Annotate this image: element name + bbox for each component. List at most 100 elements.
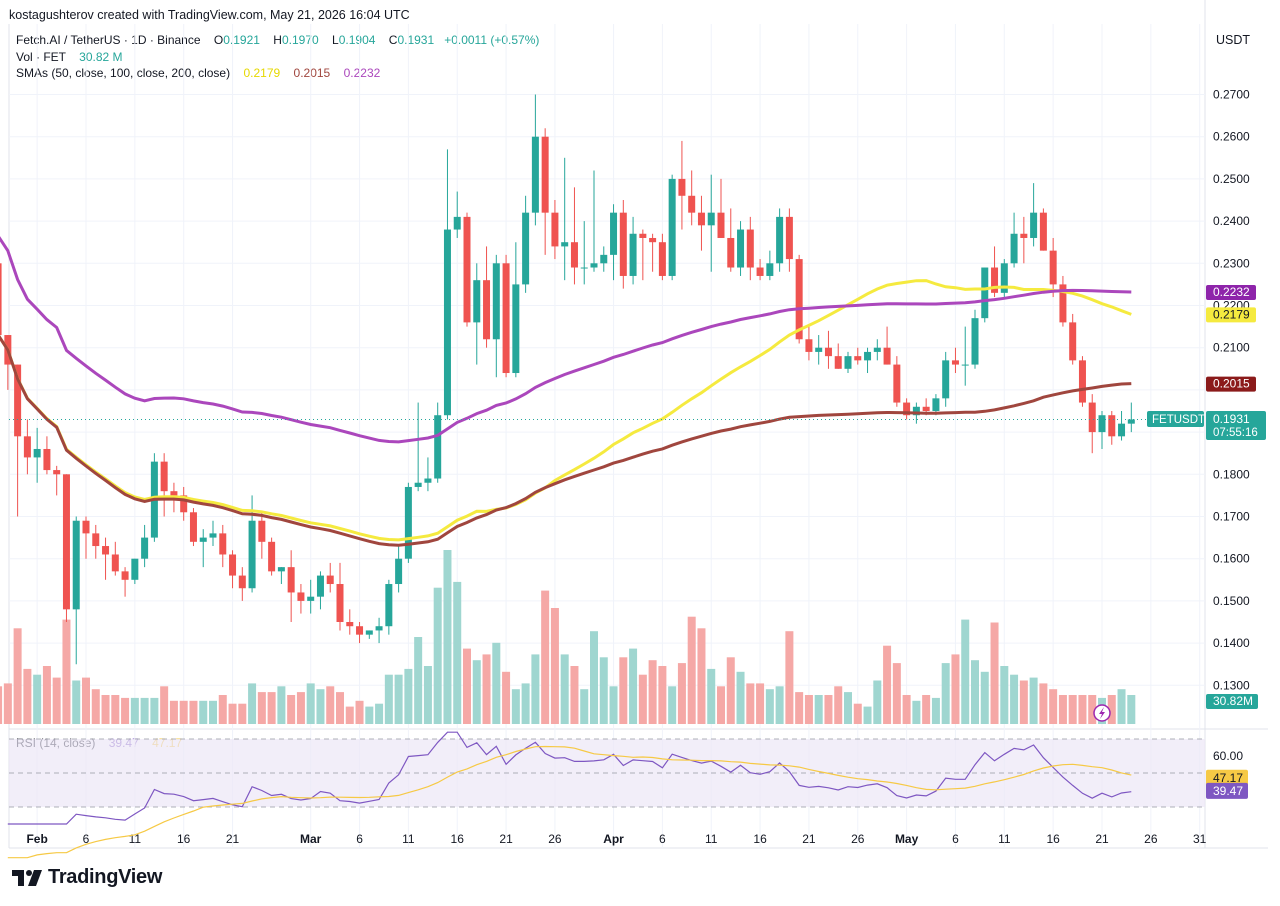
- volume-bar: [169, 700, 178, 724]
- volume-bar: [814, 695, 823, 724]
- rsi-tick-label: 60.00: [1213, 749, 1243, 763]
- volume-bar: [306, 683, 315, 724]
- candle-body: [141, 537, 149, 559]
- candle-body: [316, 575, 324, 597]
- sma200-tag: [1206, 284, 1256, 300]
- time-tick-label: 21: [226, 832, 240, 846]
- candle-body: [629, 233, 637, 276]
- volume-bar: [326, 686, 335, 724]
- volume-bar: [971, 660, 979, 724]
- candle-body: [14, 364, 22, 437]
- volume-bar: [179, 700, 188, 724]
- tradingview-logo[interactable]: TradingView: [12, 866, 162, 889]
- time-tick-label: May: [895, 832, 919, 846]
- candle-body: [121, 571, 129, 580]
- volume-label[interactable]: Vol · FET: [16, 50, 66, 64]
- candle-body: [1118, 423, 1126, 437]
- candle-body: [991, 267, 999, 293]
- time-tick-label: 31: [1193, 832, 1207, 846]
- candle-body: [33, 448, 41, 458]
- candle-body: [307, 596, 315, 601]
- sma100-tag: [1206, 376, 1256, 392]
- candle-body: [326, 575, 334, 585]
- volume-bar: [658, 666, 667, 724]
- volume-bar: [1049, 689, 1058, 724]
- price-tick-label: 0.1800: [1213, 467, 1250, 481]
- volume-bar: [1010, 674, 1019, 724]
- candle-body: [43, 448, 51, 471]
- candle-body: [1059, 284, 1067, 323]
- candle-body: [492, 263, 500, 340]
- candle-body: [0, 263, 2, 336]
- volume-bar: [502, 671, 511, 724]
- time-tick-label: 21: [1095, 832, 1109, 846]
- candle-body: [610, 212, 618, 255]
- candle-body: [522, 212, 530, 285]
- volume-bar: [199, 700, 208, 724]
- volume-bar: [1019, 680, 1028, 724]
- candle-body: [346, 622, 354, 627]
- volume-bar: [257, 692, 266, 724]
- volume-bar: [82, 677, 90, 724]
- candle-body: [160, 461, 168, 492]
- candle-body: [23, 436, 31, 458]
- volume-bar: [1000, 666, 1009, 724]
- volume-bar: [72, 680, 81, 724]
- volume-bar: [765, 689, 774, 724]
- volume-bar: [677, 663, 686, 724]
- candle-body: [678, 178, 686, 196]
- price-tick-label: 0.1300: [1213, 678, 1250, 692]
- sma200-line: [0, 236, 1132, 444]
- candle-body: [776, 216, 784, 264]
- volume-bar: [824, 695, 833, 724]
- candle-body: [1020, 233, 1028, 238]
- volume-legend[interactable]: Vol · FET 30.82 M: [16, 50, 123, 64]
- volume-bar: [394, 674, 403, 724]
- tradingview-wordmark: TradingView: [48, 866, 163, 888]
- price-tick-label: 0.2700: [1213, 88, 1250, 102]
- candle-body: [981, 267, 989, 319]
- candle-body: [1098, 415, 1106, 433]
- currency-unit[interactable]: USDT: [1216, 33, 1251, 47]
- symbol-tag-label: FETUSDT: [1152, 414, 1205, 426]
- candle-body: [248, 520, 256, 589]
- volume-bar: [873, 680, 882, 724]
- volume-bar: [1117, 689, 1126, 724]
- symbol-name[interactable]: Fetch.AI / TetherUS · 1D · Binance: [16, 33, 201, 47]
- volume-bar: [941, 663, 950, 724]
- price-tick-label: 0.2600: [1213, 130, 1250, 144]
- volume-bar: [453, 581, 462, 724]
- volume-bar: [1058, 695, 1067, 724]
- symbol-legend[interactable]: Fetch.AI / TetherUS · 1D · Binance O 0.19…: [16, 33, 539, 47]
- time-tick-label: 16: [451, 832, 465, 846]
- volume-bar: [140, 697, 149, 724]
- sma-legend[interactable]: SMAs (50, close, 100, close, 200, close)…: [16, 66, 380, 80]
- candle-body: [561, 242, 569, 247]
- candle-body: [619, 212, 627, 276]
- chart-caption: kostagushterov created with TradingView.…: [9, 8, 410, 22]
- volume-bar: [756, 683, 765, 724]
- volume-bars: [0, 550, 1136, 724]
- time-tick-label: 11: [402, 832, 415, 846]
- volume-bar: [853, 703, 862, 724]
- volume-tag-value: 30.82M: [1213, 694, 1253, 708]
- volume-bar: [52, 677, 61, 724]
- time-tick-label: 6: [659, 832, 666, 846]
- volume-bar: [23, 668, 32, 724]
- candle-body: [62, 474, 70, 610]
- candle-body: [815, 347, 823, 352]
- volume-bar: [101, 695, 110, 724]
- volume-bar: [0, 686, 3, 724]
- candle-body: [824, 347, 832, 357]
- sma-label[interactable]: SMAs (50, close, 100, close, 200, close): [16, 66, 231, 80]
- last-price-tag: [1206, 411, 1266, 441]
- volume-bar: [580, 689, 589, 724]
- time-tick-label: 11: [705, 832, 718, 846]
- volume-bar: [629, 648, 638, 724]
- candle-body: [649, 237, 657, 243]
- volume-bar: [795, 692, 804, 724]
- time-tick-label: 21: [802, 832, 816, 846]
- price-tick-label: 0.2400: [1213, 214, 1250, 228]
- candle-body: [453, 216, 461, 230]
